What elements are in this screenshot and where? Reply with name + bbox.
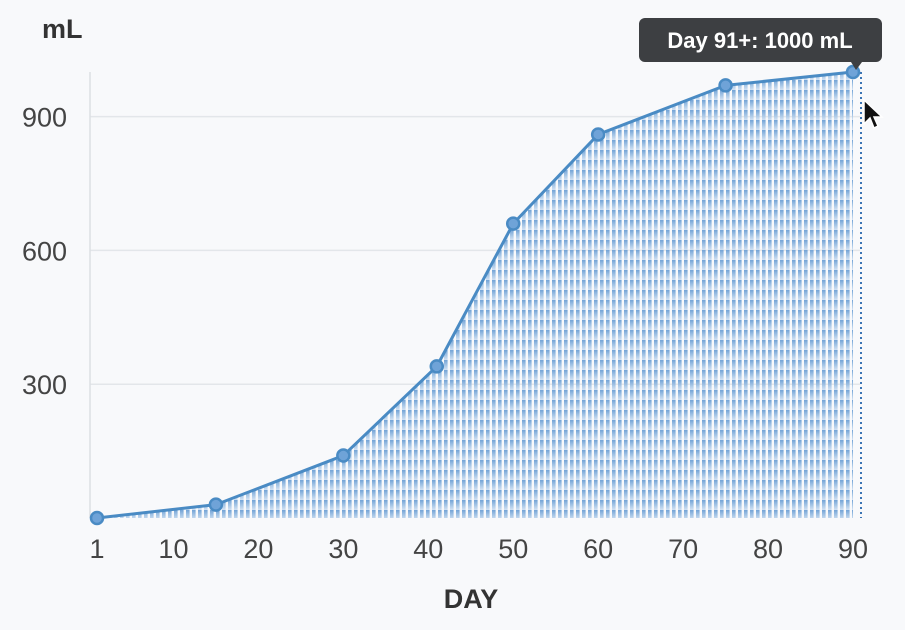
tooltip-box bbox=[639, 18, 882, 62]
x-tick-label-40: 40 bbox=[413, 534, 443, 564]
data-point-1 bbox=[89, 510, 105, 526]
series-line bbox=[96, 70, 854, 520]
tooltip-text: Day 91+: 1000 mL bbox=[667, 28, 852, 53]
x-tick-label-30: 30 bbox=[328, 534, 358, 564]
x-tick-label-10: 10 bbox=[158, 534, 188, 564]
y-tick-label-900: 900 bbox=[22, 103, 67, 133]
data-point-41 bbox=[429, 359, 445, 374]
y-tick-label-300: 300 bbox=[22, 370, 67, 400]
x-axis-title: DAY bbox=[444, 584, 499, 614]
y-tick-label-600: 600 bbox=[22, 236, 67, 266]
x-tick-label-60: 60 bbox=[583, 534, 613, 564]
tooltip: Day 91+: 1000 mL bbox=[639, 18, 882, 70]
series-line-layer bbox=[96, 70, 854, 520]
data-point-15 bbox=[208, 497, 224, 512]
x-tick-label-50: 50 bbox=[498, 534, 528, 564]
y-tick-labels: 300 600 900 bbox=[22, 103, 67, 401]
x-tick-label-20: 20 bbox=[243, 534, 273, 564]
x-tick-label-80: 80 bbox=[753, 534, 783, 564]
data-point-60 bbox=[590, 127, 606, 142]
data-point-75 bbox=[718, 78, 733, 93]
tooltip-arrow bbox=[851, 62, 862, 70]
data-points bbox=[89, 64, 861, 526]
x-tick-label-1: 1 bbox=[89, 534, 104, 564]
x-tick-labels: 1 10 20 30 40 50 60 70 80 90 bbox=[89, 534, 868, 564]
y-axis-title: mL bbox=[42, 14, 83, 44]
data-point-30 bbox=[336, 448, 351, 463]
x-tick-label-70: 70 bbox=[668, 534, 698, 564]
x-tick-label-90: 90 bbox=[838, 534, 868, 564]
data-point-50 bbox=[505, 216, 521, 231]
mouse-cursor-icon bbox=[863, 98, 884, 130]
